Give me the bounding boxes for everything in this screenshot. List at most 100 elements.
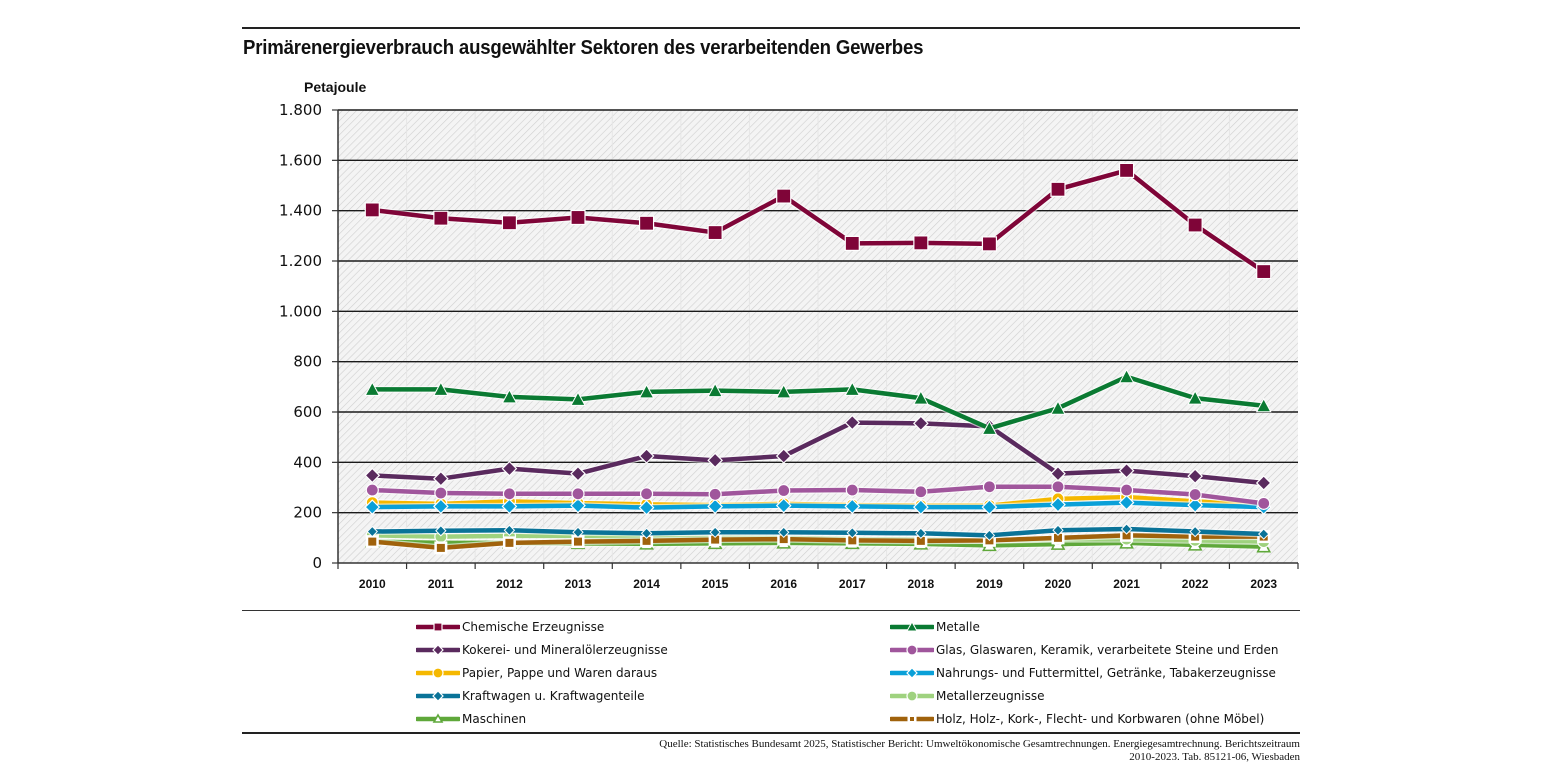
data-point bbox=[503, 524, 516, 536]
data-point bbox=[640, 527, 653, 540]
legend-label: Chemische Erzeugnisse bbox=[462, 620, 605, 634]
y-tick-label: 600 bbox=[293, 403, 322, 421]
x-tick-label: 2023 bbox=[1250, 577, 1277, 591]
data-point bbox=[364, 499, 381, 515]
y-tick-label: 200 bbox=[293, 504, 322, 522]
legend-item: Kokerei- und Mineralölerzeugnisse bbox=[416, 641, 668, 659]
x-tick-label: 2012 bbox=[496, 577, 523, 591]
data-point bbox=[364, 202, 380, 218]
series-holz-holz-kork-flecht-und-korbwaren-ohne-möbel bbox=[365, 528, 1271, 555]
data-point bbox=[845, 483, 859, 497]
data-point bbox=[1050, 181, 1066, 197]
series-line bbox=[372, 374, 1264, 431]
x-tick-label: 2020 bbox=[1045, 577, 1072, 591]
legend-swatch-icon bbox=[890, 644, 934, 656]
data-point bbox=[365, 483, 379, 497]
data-point bbox=[433, 381, 449, 396]
series-chemische-erzeugnisse bbox=[364, 162, 1272, 280]
y-tick-label: 1.200 bbox=[279, 252, 322, 270]
series-glas-glaswaren-keramik-verarbeitete-steine-und-erden bbox=[365, 480, 1271, 510]
y-axis-label: Petajoule bbox=[304, 79, 367, 95]
series-kraftwagen-u-kraftwagenteile bbox=[366, 523, 1270, 542]
source-line-1: Quelle: Statistisches Bundesamt 2025, St… bbox=[659, 738, 1300, 750]
legend-label: Kokerei- und Mineralölerzeugnisse bbox=[462, 643, 668, 657]
data-point bbox=[570, 465, 586, 482]
source-note: Quelle: Statistisches Bundesamt 2025, St… bbox=[659, 738, 1300, 764]
data-point bbox=[1255, 475, 1272, 491]
data-point bbox=[1258, 528, 1270, 540]
series-metalle bbox=[364, 368, 1272, 435]
data-point bbox=[435, 525, 447, 537]
y-tick-label: 1.800 bbox=[279, 101, 322, 119]
legend-marker-inner bbox=[910, 717, 914, 721]
bottom-rule bbox=[242, 732, 1300, 734]
data-point bbox=[982, 480, 997, 494]
data-point bbox=[501, 388, 518, 404]
legend-marker bbox=[433, 622, 443, 632]
data-point bbox=[707, 382, 723, 398]
data-point bbox=[1188, 487, 1202, 502]
legend-item: Glas, Glaswaren, Keramik, verarbeitete S… bbox=[890, 641, 1279, 659]
data-point bbox=[844, 381, 861, 396]
data-point-inner bbox=[711, 535, 720, 544]
line-chart: 0 200 400 600 800 1.000 1.200 1.400 1.600 1.800 20… bbox=[279, 101, 1299, 591]
data-point bbox=[1118, 368, 1135, 384]
data-point-inner bbox=[1054, 533, 1062, 542]
x-tick-label: 2021 bbox=[1113, 577, 1140, 591]
data-point bbox=[708, 487, 722, 501]
y-tick-label: 0 bbox=[312, 554, 322, 572]
data-point-inner bbox=[436, 543, 445, 552]
data-point bbox=[709, 526, 721, 539]
data-point bbox=[915, 527, 927, 540]
legend-swatch-icon bbox=[416, 622, 460, 632]
data-point bbox=[1189, 525, 1201, 538]
data-point bbox=[638, 499, 655, 516]
data-point bbox=[638, 383, 655, 399]
data-point bbox=[1256, 263, 1272, 280]
data-point bbox=[913, 415, 929, 432]
x-tick-label: 2013 bbox=[565, 577, 592, 591]
data-point bbox=[1050, 400, 1066, 415]
legend-item: Papier, Pappe und Waren daraus bbox=[416, 664, 657, 682]
data-point bbox=[981, 499, 998, 515]
legend-swatch-icon bbox=[416, 644, 460, 656]
series-line bbox=[372, 484, 1265, 506]
legend-top-rule bbox=[242, 610, 1300, 611]
y-tick-label: 400 bbox=[293, 453, 322, 471]
data-point bbox=[366, 525, 378, 538]
data-point bbox=[913, 499, 929, 515]
legend-swatch-icon bbox=[416, 713, 460, 723]
data-point bbox=[707, 498, 723, 515]
legend-item: Chemische Erzeugnisse bbox=[416, 618, 604, 636]
legend-item: Metalle bbox=[890, 618, 980, 636]
data-point bbox=[433, 210, 449, 226]
y-tick-label: 1.400 bbox=[279, 202, 322, 220]
legend-swatch-icon bbox=[890, 667, 934, 679]
x-tick-label: 2018 bbox=[908, 577, 935, 591]
data-point bbox=[639, 487, 654, 501]
data-point bbox=[1187, 468, 1203, 485]
y-tick-label: 1.000 bbox=[279, 302, 322, 320]
legend-item: Maschinen bbox=[416, 710, 526, 728]
data-point-inner bbox=[1122, 531, 1131, 540]
data-point-inner bbox=[848, 536, 857, 545]
data-point bbox=[433, 498, 449, 515]
legend-swatch-icon bbox=[890, 714, 934, 724]
data-point bbox=[775, 448, 792, 464]
data-point bbox=[638, 215, 655, 231]
data-point bbox=[501, 498, 518, 515]
legend-swatch-icon bbox=[416, 690, 460, 702]
x-tick-label: 2017 bbox=[839, 577, 866, 591]
legend-label: Glas, Glaswaren, Keramik, verarbeitete S… bbox=[936, 643, 1279, 657]
data-point bbox=[1187, 390, 1203, 405]
data-point bbox=[572, 526, 584, 539]
data-point bbox=[570, 497, 586, 514]
data-point bbox=[638, 448, 655, 464]
data-point bbox=[913, 235, 929, 251]
data-point bbox=[501, 215, 518, 231]
series-line bbox=[372, 168, 1265, 274]
data-point bbox=[570, 209, 586, 226]
data-point bbox=[776, 188, 792, 204]
top-rule bbox=[242, 27, 1300, 29]
x-tick-label: 2015 bbox=[702, 577, 729, 591]
